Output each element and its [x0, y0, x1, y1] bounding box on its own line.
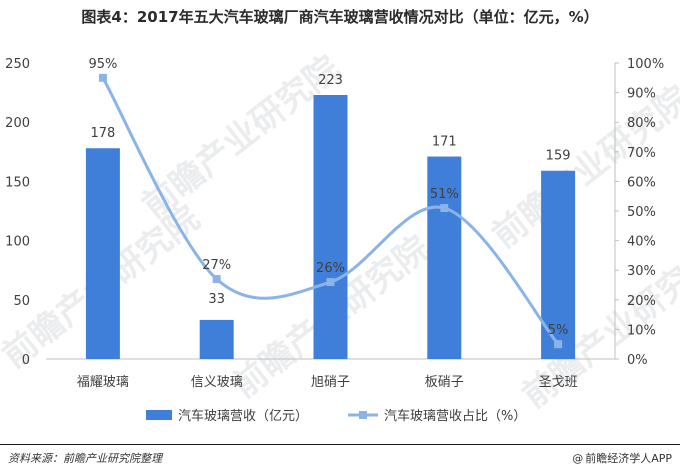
line-point	[98, 73, 107, 82]
y-tick-label: 150	[5, 175, 30, 190]
legend-swatch-marker	[359, 411, 367, 419]
x-tick-label: 福耀玻璃	[77, 375, 129, 390]
y2-tick-label: 30%	[627, 264, 656, 279]
y-tick-label: 250	[5, 57, 30, 72]
footer-divider	[0, 444, 680, 445]
y-tick-label: 100	[5, 235, 30, 250]
y2-tick-label: 80%	[627, 116, 656, 131]
bar-data-label: 178	[90, 126, 115, 141]
line-data-label: 27%	[202, 258, 231, 273]
x-tick-label: 板硝子	[425, 375, 464, 390]
bar	[85, 148, 120, 359]
line-point	[212, 275, 221, 284]
line-data-label: 26%	[316, 261, 345, 276]
legend-label-bar: 汽车玻璃营收（亿元）	[178, 408, 308, 424]
y2-tick-label: 20%	[627, 294, 656, 309]
y2-tick-label: 60%	[627, 175, 656, 190]
bar-data-label: 171	[432, 135, 457, 150]
y2-tick-label: 40%	[627, 235, 656, 250]
y-tick-label: 50	[13, 294, 30, 309]
x-tick-label: 圣戈班	[539, 375, 578, 390]
line-data-label: 95%	[88, 57, 117, 72]
y2-tick-label: 100%	[627, 57, 664, 72]
line-data-label: 51%	[430, 187, 459, 202]
bar-data-label: 33	[208, 292, 225, 307]
y2-tick-label: 10%	[627, 323, 656, 338]
bar-data-label: 223	[318, 73, 343, 88]
bar	[313, 94, 348, 359]
legend-swatch-bar	[146, 410, 172, 420]
bar	[199, 319, 234, 359]
y-tick-label: 0	[22, 353, 30, 368]
y2-tick-label: 90%	[627, 87, 656, 102]
x-tick-label: 旭硝子	[311, 375, 350, 390]
y-tick-label: 200	[5, 116, 30, 131]
legend-label-line: 汽车玻璃营收占比（%）	[384, 408, 526, 424]
line-point	[326, 278, 335, 287]
bar	[427, 156, 462, 359]
source-note: 资料来源：前瞻产业研究院整理	[8, 452, 162, 465]
line-data-label: 5%	[548, 323, 569, 338]
brand-icon: @	[572, 452, 584, 465]
y2-tick-label: 70%	[627, 146, 656, 161]
y2-tick-label: 0%	[627, 353, 648, 368]
y2-tick-label: 50%	[627, 205, 656, 220]
x-tick-label: 信义玻璃	[191, 375, 243, 390]
brand-credit: @ 前瞻经济学人APP	[572, 450, 672, 466]
brand-name: 前瞻经济学人APP	[585, 452, 672, 465]
chart-title: 图表4：2017年五大汽车玻璃厂商汽车玻璃营收情况对比（单位：亿元，%）	[81, 8, 599, 26]
bar-data-label: 159	[546, 149, 571, 164]
line-point	[440, 204, 449, 213]
line-point	[554, 340, 563, 349]
